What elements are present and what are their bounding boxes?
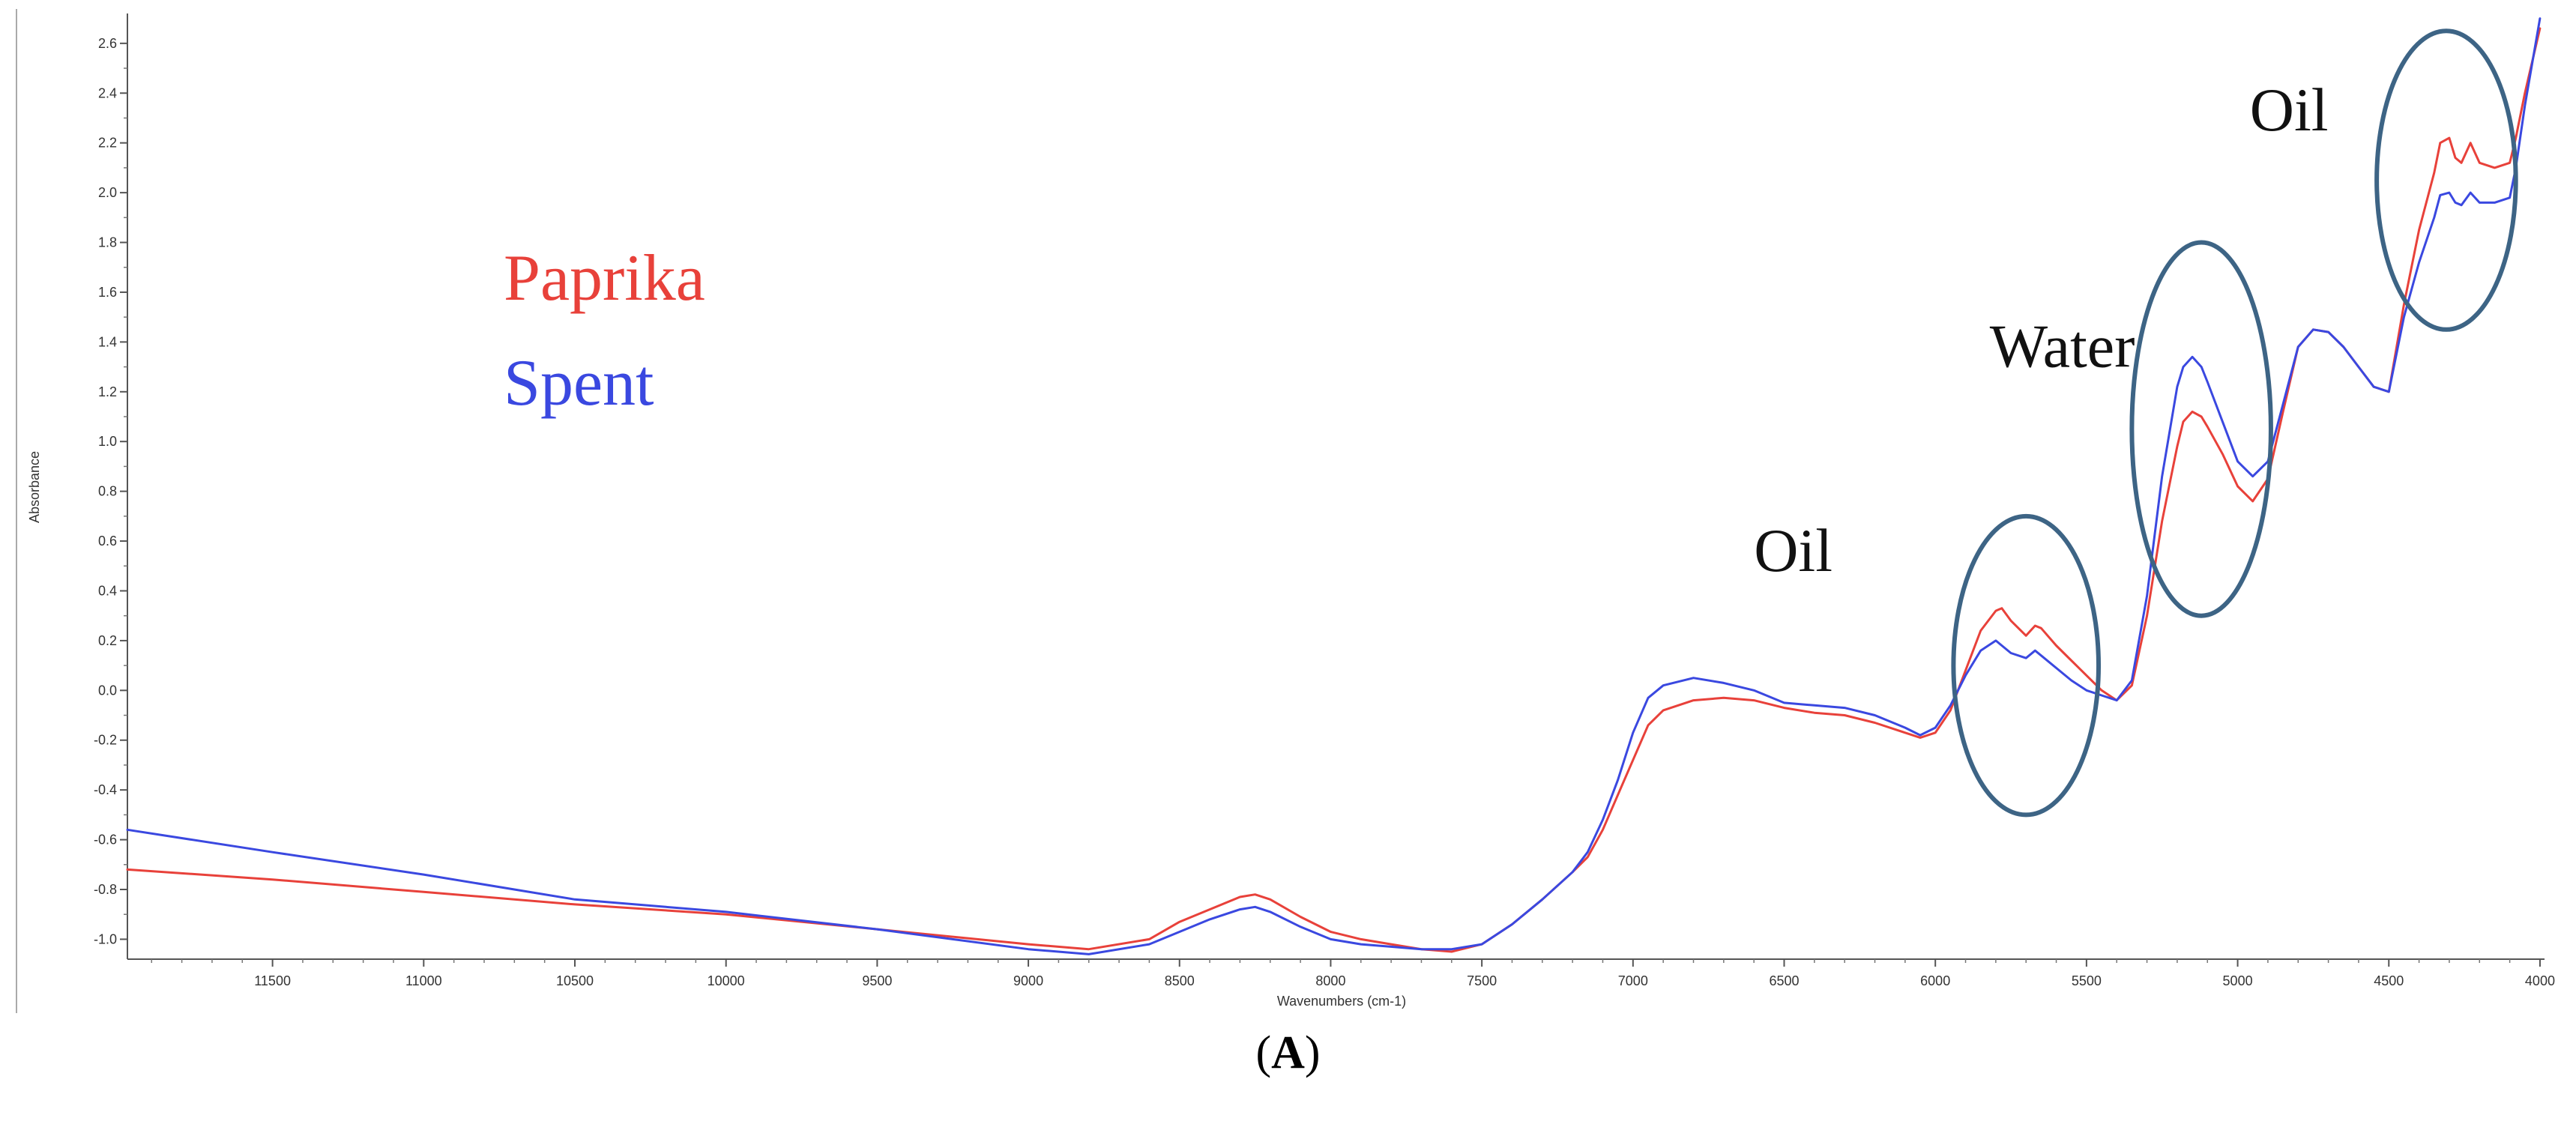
x-tick-label: 8000 xyxy=(1315,973,1345,988)
y-tick-label: -0.8 xyxy=(94,882,117,897)
x-tick-label: 4000 xyxy=(2525,973,2555,988)
y-tick-label: 2.2 xyxy=(98,136,117,151)
panel-label-letter: A xyxy=(1271,1027,1305,1078)
y-tick-label: 2.6 xyxy=(98,36,117,51)
y-tick-label: 2.0 xyxy=(98,185,117,200)
y-tick-label: 1.4 xyxy=(98,334,117,349)
highlight-ellipse-1 xyxy=(1951,513,2102,818)
x-tick-label: 4500 xyxy=(2374,973,2404,988)
series-line-spent xyxy=(126,17,2542,955)
y-tick-label: 1.6 xyxy=(98,285,117,300)
y-tick-label: 0.2 xyxy=(98,633,117,648)
legend-label-spent: Spent xyxy=(504,347,654,420)
legend-label-paprika: Paprika xyxy=(504,242,705,315)
x-tick-label: 11500 xyxy=(254,973,291,988)
y-axis-title: Absorbance xyxy=(27,451,42,523)
y-tick-label: 0.8 xyxy=(98,484,117,499)
x-tick-label: 5500 xyxy=(2072,973,2102,988)
y-tick-label: 2.4 xyxy=(98,85,117,100)
x-tick-label: 9000 xyxy=(1013,973,1043,988)
x-tick-label: 7500 xyxy=(1467,973,1497,988)
x-tick-label: 10500 xyxy=(556,973,594,988)
x-tick-label: 8500 xyxy=(1165,973,1195,988)
annotation-label-1: Oil xyxy=(1754,516,1833,584)
x-tick-label: 5000 xyxy=(2223,973,2253,988)
y-tick-label: 1.2 xyxy=(98,384,117,399)
highlight-ellipse-2 xyxy=(2129,240,2273,618)
panel-label-close: ) xyxy=(1304,1027,1321,1078)
y-tick-label: 1.0 xyxy=(98,434,117,449)
annotation-label-3: Oil xyxy=(2250,76,2329,144)
y-tick-label: -0.4 xyxy=(94,782,117,797)
y-tick-label: 0.6 xyxy=(98,534,117,549)
y-tick-label: -1.0 xyxy=(94,931,117,946)
x-tick-label: 6500 xyxy=(1769,973,1799,988)
x-tick-label: 7000 xyxy=(1618,973,1648,988)
x-axis-title: Wavenumbers (cm-1) xyxy=(1277,994,1406,1009)
x-tick-label: 11000 xyxy=(405,973,442,988)
chart-frame xyxy=(16,9,2569,1013)
x-tick-label: 10000 xyxy=(708,973,745,988)
panel-label: (A) xyxy=(0,1027,2576,1080)
y-tick-label: 0.0 xyxy=(98,683,117,698)
y-tick-label: 0.4 xyxy=(98,583,117,598)
highlight-ellipse-3 xyxy=(2374,28,2518,332)
y-tick-label: 1.8 xyxy=(98,235,117,250)
x-tick-label: 9500 xyxy=(862,973,892,988)
annotation-label-2: Water xyxy=(1990,312,2135,381)
x-tick-label: 6000 xyxy=(1920,973,1950,988)
y-tick-label: -0.6 xyxy=(94,833,117,848)
y-tick-label: -0.2 xyxy=(94,733,117,748)
panel-label-open: ( xyxy=(1255,1027,1272,1078)
